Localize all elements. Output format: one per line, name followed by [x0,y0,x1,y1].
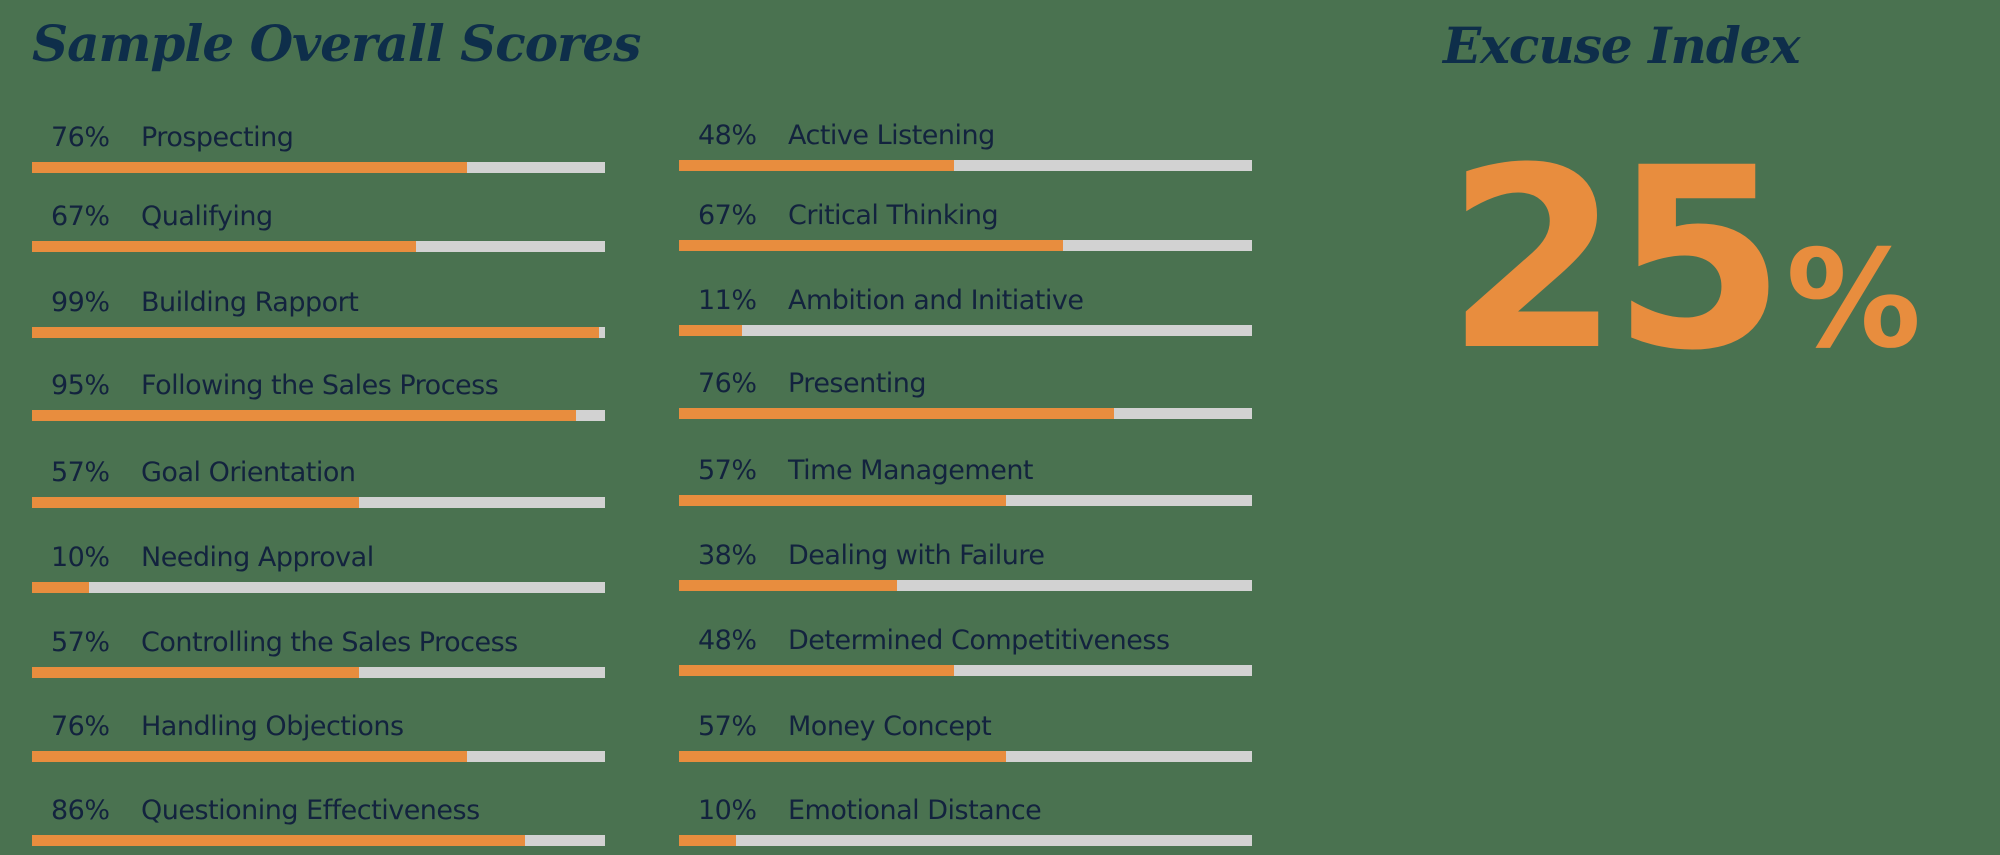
score-bar-fill [679,665,955,676]
score-bar-track [679,580,1252,591]
score-row: 11% Ambition and Initiative [679,285,1252,345]
percent-symbol: % [1785,221,1922,378]
score-bar-track [679,665,1252,676]
score-label: Prospecting [141,122,294,153]
score-row: 38% Dealing with Failure [679,540,1252,600]
score-bar-fill [679,835,737,846]
score-percent: 57% [698,455,757,486]
score-row: 95% Following the Sales Process [32,370,605,430]
score-percent: 67% [51,201,110,232]
score-row: 57% Goal Orientation [32,457,605,517]
score-bar-fill [679,580,897,591]
score-bar-track [679,240,1252,251]
score-bar-fill [32,835,525,846]
score-row: 57% Time Management [679,455,1252,515]
score-percent: 57% [51,627,110,658]
score-label: Presenting [788,368,927,399]
score-label: Qualifying [141,201,273,232]
score-label: Questioning Effectiveness [141,795,480,826]
score-label: Goal Orientation [141,457,356,488]
score-row: 57% Controlling the Sales Process [32,627,605,687]
score-row: 10% Emotional Distance [679,795,1252,855]
score-bar-fill [32,751,468,762]
score-percent: 86% [51,795,110,826]
score-label: Needing Approval [141,542,374,573]
score-bar-fill [679,408,1115,419]
score-bar-track [32,162,605,173]
score-percent: 95% [51,370,110,401]
excuse-index-number: 25 [1446,114,1786,405]
score-label: Critical Thinking [788,200,999,231]
score-bar-fill [679,325,743,336]
score-bar-track [32,327,605,338]
score-bar-track [679,160,1252,171]
score-label: Active Listening [788,120,995,151]
score-row: 67% Qualifying [32,201,605,261]
score-label: Dealing with Failure [788,540,1045,571]
score-row: 48% Active Listening [679,120,1252,180]
score-bar-fill [679,160,955,171]
score-bar-fill [32,241,416,252]
score-bar-track [32,582,605,593]
score-row: 57% Money Concept [679,711,1252,771]
score-label: Emotional Distance [788,795,1042,826]
score-row: 86% Questioning Effectiveness [32,795,605,855]
score-label: Time Management [788,455,1034,486]
score-label: Controlling the Sales Process [141,627,518,658]
score-bar-track [32,835,605,846]
score-row: 67% Critical Thinking [679,200,1252,260]
score-percent: 10% [698,795,757,826]
score-bar-fill [32,667,359,678]
score-bar-track [32,497,605,508]
score-percent: 38% [698,540,757,571]
score-bar-track [679,495,1252,506]
score-bar-fill [679,495,1006,506]
score-label: Following the Sales Process [141,370,499,401]
score-row: 76% Presenting [679,368,1252,428]
score-bar-track [32,410,605,421]
score-label: Handling Objections [141,711,404,742]
score-percent: 76% [51,711,110,742]
sample-overall-scores-title: Sample Overall Scores [32,14,641,73]
score-percent: 57% [51,457,110,488]
score-bar-fill [32,162,468,173]
score-bar-fill [32,497,359,508]
score-percent: 10% [51,542,110,573]
score-row: 76% Handling Objections [32,711,605,771]
score-label: Building Rapport [141,287,359,318]
score-row: 99% Building Rapport [32,287,605,347]
score-bar-fill [679,240,1063,251]
score-label: Determined Competitiveness [788,625,1170,656]
score-bar-track [32,241,605,252]
score-bar-fill [32,410,577,421]
score-bar-track [679,325,1252,336]
excuse-index-value: 25% [1446,135,1921,385]
score-row: 10% Needing Approval [32,542,605,602]
score-label: Money Concept [788,711,992,742]
score-bar-track [32,751,605,762]
score-percent: 67% [698,200,757,231]
score-bar-fill [32,327,600,338]
score-row: 48% Determined Competitiveness [679,625,1252,685]
score-row: 76% Prospecting [32,122,605,182]
score-percent: 76% [698,368,757,399]
score-percent: 48% [698,120,757,151]
score-percent: 99% [51,287,110,318]
score-label: Ambition and Initiative [788,285,1084,316]
score-bar-fill [32,582,90,593]
score-percent: 57% [698,711,757,742]
score-bar-track [32,667,605,678]
score-bar-track [679,835,1252,846]
score-percent: 76% [51,122,110,153]
score-percent: 48% [698,625,757,656]
score-bar-track [679,751,1252,762]
excuse-index-title: Excuse Index [1443,16,1800,75]
score-bar-fill [679,751,1006,762]
score-percent: 11% [698,285,757,316]
score-bar-track [679,408,1252,419]
